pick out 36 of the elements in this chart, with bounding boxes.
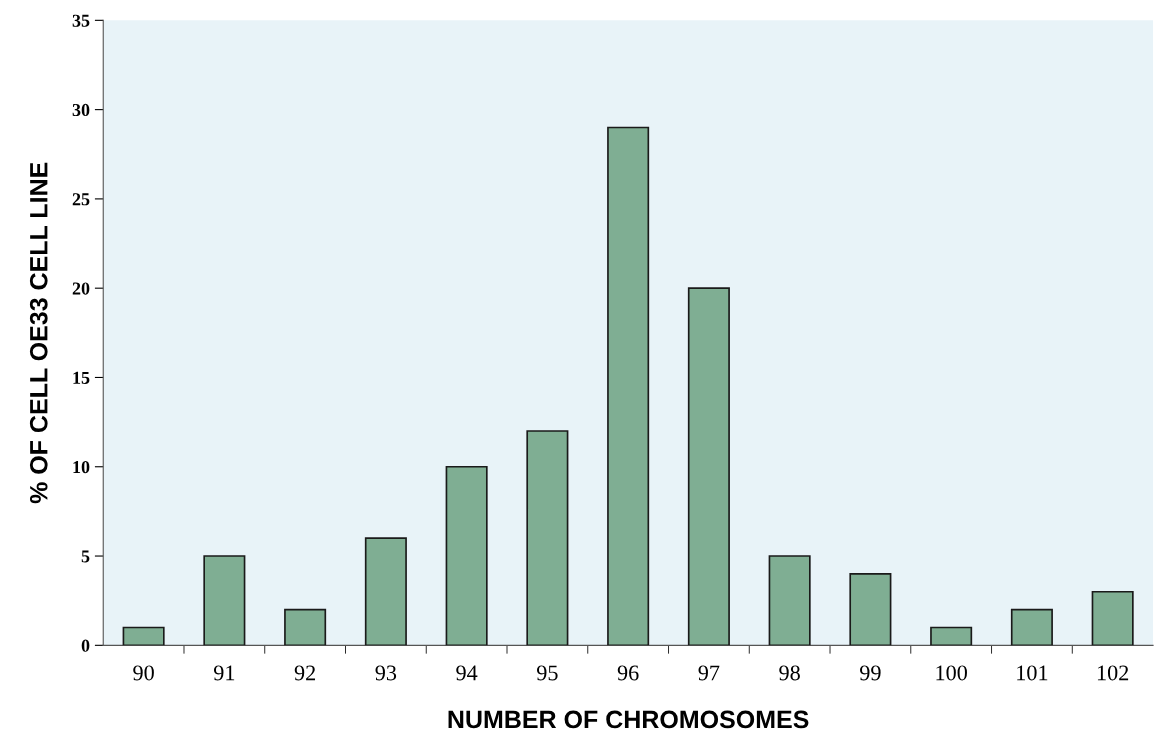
x-tick-label: 95 [536, 665, 558, 681]
bar [284, 608, 327, 646]
x-tick-label: 97 [698, 665, 720, 681]
y-tick-label: 0 [81, 639, 90, 652]
x-tick-label: 100 [936, 665, 967, 681]
x-tick-label: 92 [294, 665, 316, 681]
x-tick-label: 93 [375, 665, 397, 681]
bar [1010, 608, 1053, 646]
bar [687, 287, 730, 646]
bar [1091, 590, 1134, 646]
x-tick-label: 94 [456, 665, 478, 681]
y-tick-label: 25 [72, 193, 90, 206]
bar [526, 430, 569, 646]
y-tick-label: 5 [81, 550, 90, 563]
x-tick-label: 90 [133, 665, 154, 681]
bar [203, 555, 246, 646]
x-axis-title: NUMBER OF CHROMOSOMES [448, 710, 809, 729]
y-tick-label: 30 [72, 103, 90, 117]
x-tick-label: 102 [1097, 665, 1129, 681]
x-tick-label: 99 [860, 665, 881, 681]
bar [930, 626, 973, 646]
x-tick-label: 91 [213, 665, 235, 681]
y-tick-label: 10 [73, 461, 90, 474]
bar [849, 573, 892, 646]
bar [768, 555, 811, 646]
y-tick-label: 15 [73, 371, 90, 384]
y-tick-label: 35 [72, 14, 90, 27]
y-tick-label: 20 [72, 282, 90, 295]
bar [122, 626, 165, 646]
y-axis-title: % OF CELL OE33 CELL LINE [29, 162, 48, 504]
x-tick-label: 101 [1017, 665, 1048, 681]
bar [607, 126, 650, 646]
x-tick-label: 98 [779, 665, 800, 681]
bar [364, 537, 407, 646]
x-tick-label: 96 [617, 665, 639, 681]
bar [445, 465, 488, 646]
